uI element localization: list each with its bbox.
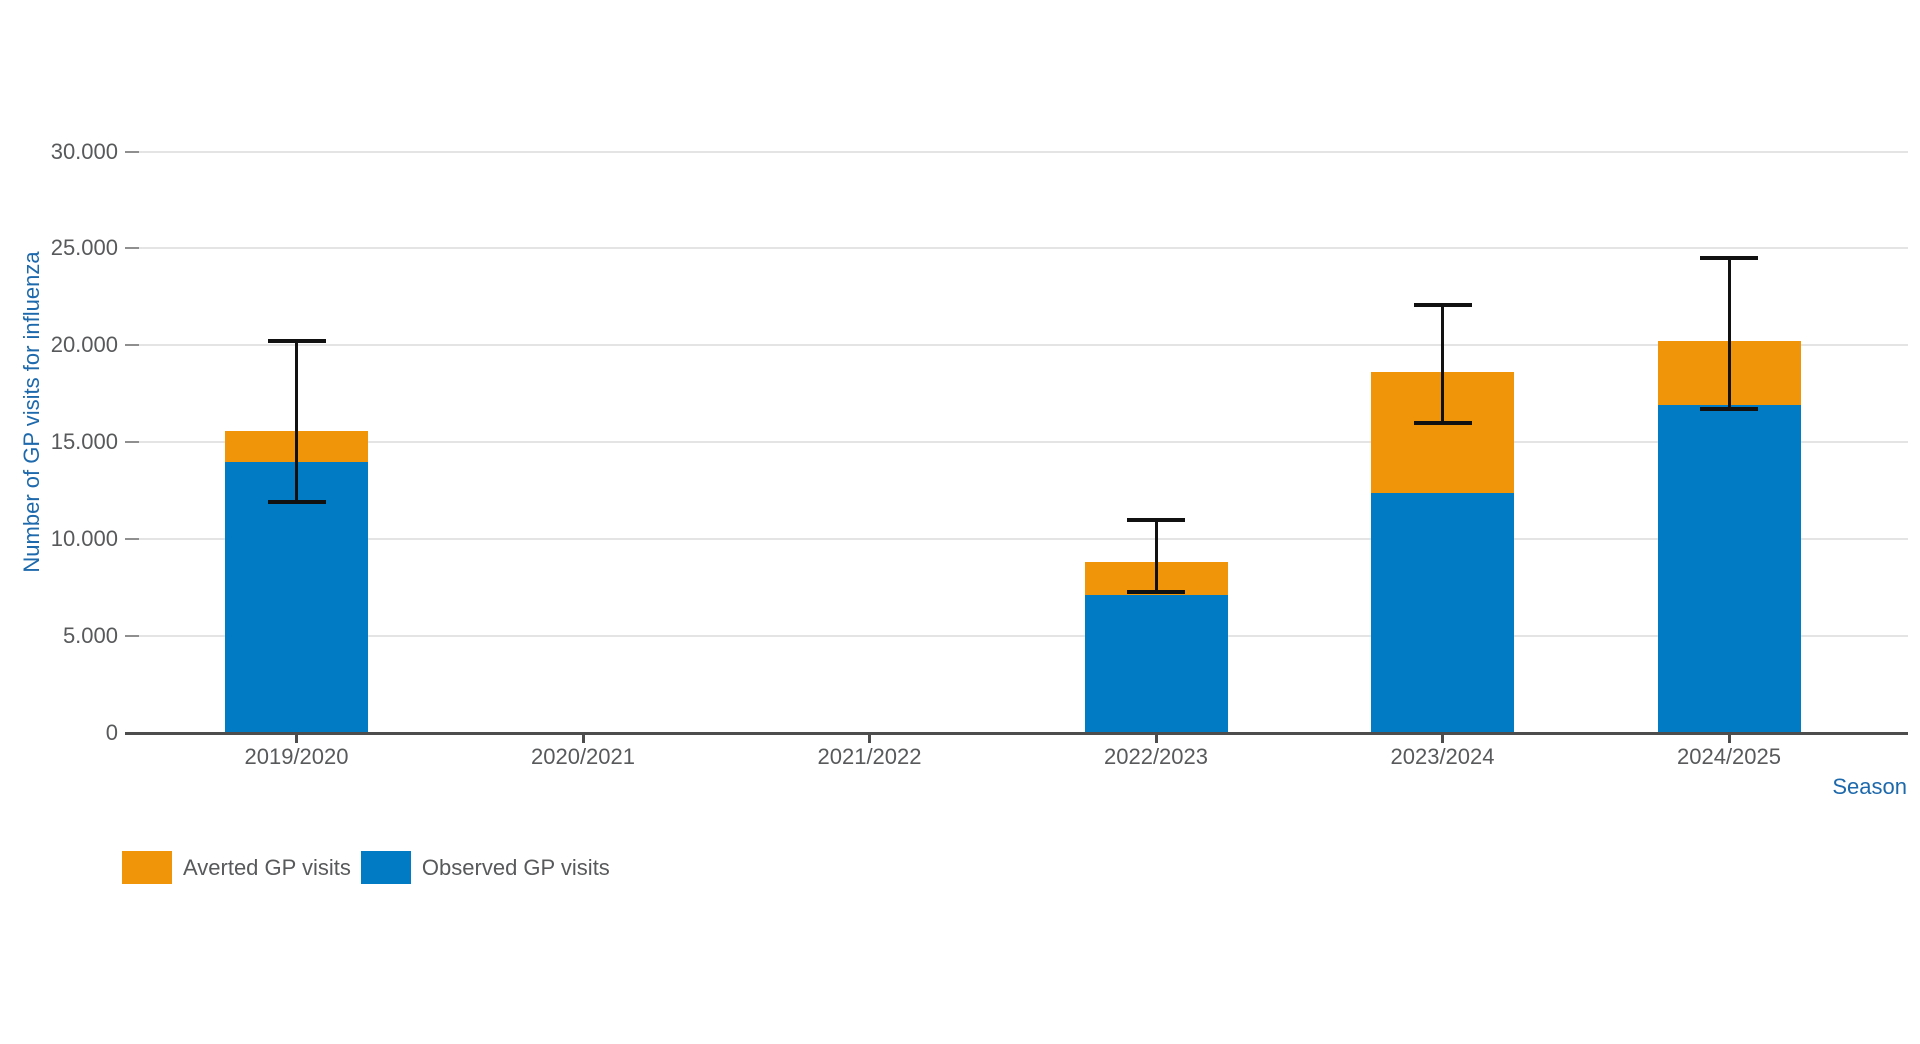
- legend-swatch-averted-icon: [122, 851, 172, 884]
- y-tick-label: 30.000: [50, 138, 118, 164]
- y-tick-label: 25.000: [50, 235, 118, 261]
- x-tick-mark: [1727, 734, 1731, 743]
- x-tick-mark: [1441, 734, 1444, 743]
- y-tick-label: 15.000: [50, 429, 118, 455]
- error-bar-cap-bottom: [1700, 407, 1758, 412]
- legend: Averted GP visits Observed GP visits: [122, 851, 610, 884]
- error-bar-line: [1154, 519, 1158, 593]
- y-tick-mark: [125, 150, 139, 153]
- x-tick-label: 2024/2025: [1677, 744, 1781, 769]
- legend-swatch-observed-icon: [360, 851, 411, 884]
- y-tick-label: 20.000: [50, 332, 118, 358]
- x-axis-line: [125, 731, 1908, 735]
- error-bar-line: [1727, 258, 1731, 410]
- y-tick-mark: [125, 247, 139, 250]
- error-bar-cap-bottom: [1127, 590, 1185, 595]
- y-tick-label: 10.000: [50, 526, 118, 552]
- gridline: [125, 150, 1908, 153]
- x-tick-mark: [1154, 734, 1158, 743]
- x-tick-label: 2019/2020: [244, 744, 349, 769]
- y-tick-mark: [125, 344, 139, 347]
- error-bar-cap-top: [267, 339, 326, 344]
- error-bar-cap-top: [1413, 302, 1472, 307]
- y-tick-mark: [125, 441, 139, 444]
- x-tick-label: 2020/2021: [531, 744, 635, 769]
- bar-segment-observed[interactable]: [1657, 405, 1801, 733]
- error-bar-cap-top: [1127, 517, 1185, 522]
- bar-segment-observed[interactable]: [1371, 492, 1514, 733]
- x-tick-label: 2022/2023: [1104, 744, 1208, 769]
- error-bar-cap-bottom: [267, 500, 326, 505]
- error-bar-line: [295, 341, 298, 503]
- y-tick-label: 0: [105, 720, 118, 745]
- x-tick-label: 2021/2022: [817, 744, 922, 769]
- error-bar-cap-top: [1700, 256, 1758, 261]
- error-bar-line: [1441, 304, 1444, 423]
- y-axis-title: Number of GP visits for influenza: [19, 251, 44, 573]
- legend-item-averted[interactable]: Averted GP visits: [122, 851, 351, 884]
- x-axis-title: Season: [1832, 774, 1907, 799]
- x-tick-mark: [581, 734, 585, 743]
- x-tick-label: 2023/2024: [1390, 744, 1495, 769]
- gridline: [125, 344, 1908, 347]
- legend-label-averted: Averted GP visits: [183, 854, 351, 880]
- x-tick-mark: [295, 734, 298, 743]
- error-bar-cap-bottom: [1413, 420, 1472, 425]
- gridline: [125, 538, 1908, 541]
- x-tick-mark: [868, 734, 871, 743]
- legend-item-observed[interactable]: Observed GP visits: [360, 851, 610, 884]
- y-tick-mark: [125, 635, 139, 638]
- bar-segment-observed[interactable]: [1084, 595, 1228, 733]
- gridline: [125, 635, 1908, 638]
- bar-segment-observed[interactable]: [225, 461, 368, 733]
- gridline: [125, 441, 1908, 444]
- gridline: [125, 247, 1908, 250]
- y-tick-label: 5.000: [62, 623, 118, 649]
- y-tick-mark: [125, 538, 139, 541]
- legend-label-observed: Observed GP visits: [421, 854, 610, 880]
